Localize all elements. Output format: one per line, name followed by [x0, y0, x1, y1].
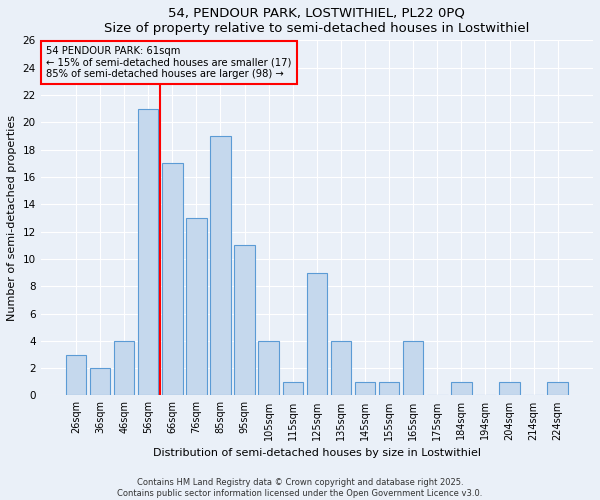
X-axis label: Distribution of semi-detached houses by size in Lostwithiel: Distribution of semi-detached houses by … — [153, 448, 481, 458]
Bar — [114, 341, 134, 396]
Bar — [186, 218, 206, 396]
Bar — [210, 136, 231, 396]
Bar — [307, 272, 327, 396]
Bar — [90, 368, 110, 396]
Bar — [379, 382, 400, 396]
Bar — [283, 382, 303, 396]
Bar — [259, 341, 279, 396]
Bar — [331, 341, 351, 396]
Text: 54 PENDOUR PARK: 61sqm
← 15% of semi-detached houses are smaller (17)
85% of sem: 54 PENDOUR PARK: 61sqm ← 15% of semi-det… — [46, 46, 292, 79]
Title: 54, PENDOUR PARK, LOSTWITHIEL, PL22 0PQ
Size of property relative to semi-detach: 54, PENDOUR PARK, LOSTWITHIEL, PL22 0PQ … — [104, 7, 530, 35]
Bar — [66, 354, 86, 396]
Bar — [499, 382, 520, 396]
Bar — [235, 245, 255, 396]
Bar — [547, 382, 568, 396]
Bar — [162, 163, 182, 396]
Bar — [355, 382, 375, 396]
Text: Contains HM Land Registry data © Crown copyright and database right 2025.
Contai: Contains HM Land Registry data © Crown c… — [118, 478, 482, 498]
Bar — [403, 341, 424, 396]
Bar — [451, 382, 472, 396]
Y-axis label: Number of semi-detached properties: Number of semi-detached properties — [7, 115, 17, 321]
Bar — [138, 108, 158, 396]
